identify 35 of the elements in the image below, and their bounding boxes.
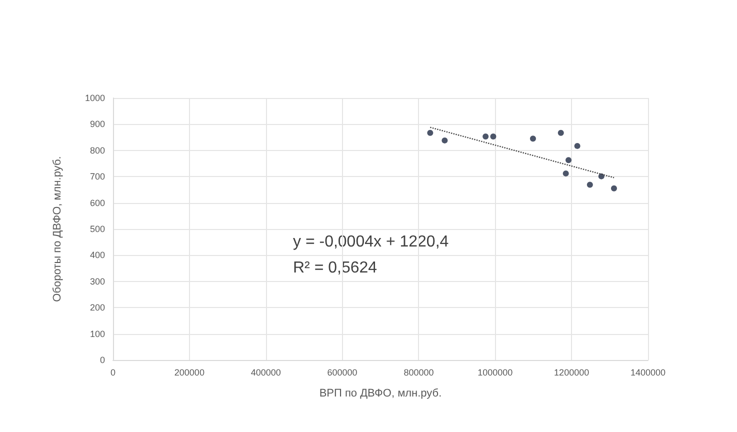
point xyxy=(574,142,580,149)
point xyxy=(598,173,604,180)
annotation: y = -0,0004x + 1220,4 xyxy=(293,234,449,250)
point xyxy=(566,157,572,164)
y-tick-label: 0 xyxy=(100,355,105,365)
point xyxy=(530,136,536,142)
y-tick-label: 600 xyxy=(90,198,105,208)
y-tick-label: 1000 xyxy=(84,93,105,103)
x-axis-title: ВРП по ДВФО, млн.руб. xyxy=(319,388,442,400)
point xyxy=(586,182,593,188)
y-tick-label: 200 xyxy=(90,302,105,313)
y-tick-label: 800 xyxy=(90,145,105,156)
x-tick-label: 200000 xyxy=(174,368,204,378)
y-tick-label: 300 xyxy=(90,276,105,286)
point xyxy=(442,137,448,144)
y-tick-label: 700 xyxy=(90,172,105,182)
x-tick-label: 600000 xyxy=(327,368,358,378)
x-tick-label: 1000000 xyxy=(478,368,513,378)
x-tick-label: 400000 xyxy=(250,368,281,378)
x-tick-label: 1200000 xyxy=(554,368,590,378)
y-tick-label: 900 xyxy=(90,119,105,130)
x-tick-label: 800000 xyxy=(404,368,434,378)
y-tick-label: 500 xyxy=(90,224,105,234)
x-tick-label: 1400000 xyxy=(630,368,666,378)
point xyxy=(558,130,564,136)
point xyxy=(490,134,496,140)
point xyxy=(562,170,569,176)
x-tick-label: 0 xyxy=(110,368,116,378)
y-tick-label: 100 xyxy=(90,328,105,339)
y-tick-label: 400 xyxy=(90,250,105,260)
point xyxy=(482,134,489,140)
annotation: R² = 0,5624 xyxy=(293,260,378,276)
point xyxy=(610,185,617,192)
y-axis-title: Обороты по ДВФО, млн.руб. xyxy=(52,156,64,302)
point xyxy=(427,130,434,136)
